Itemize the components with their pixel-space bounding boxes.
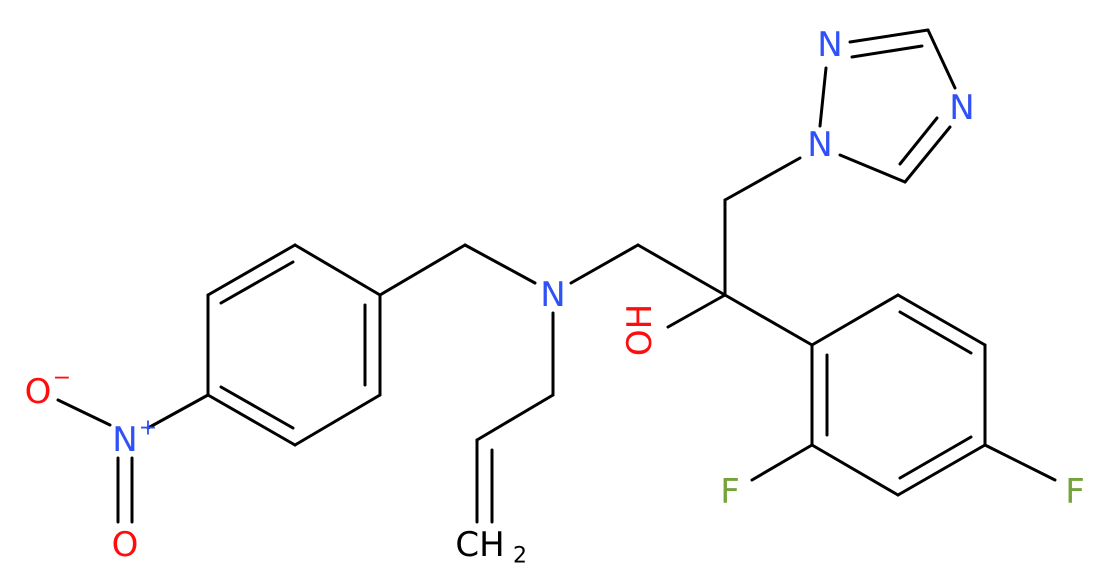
atom-label: N [817, 25, 842, 65]
atom-label: F [720, 472, 740, 512]
subscript: 2 [513, 544, 527, 569]
atom-label: F [1065, 472, 1085, 512]
atom-label: N [807, 125, 832, 165]
atom-label: CH [455, 525, 504, 565]
atom-label: OH [620, 304, 660, 356]
atom-label: O [25, 372, 52, 412]
bonds [56, 28, 1057, 524]
atom-label: N [112, 420, 137, 460]
charge: + [139, 416, 157, 441]
atom-label: O [112, 525, 139, 565]
atom-label: N [949, 88, 974, 128]
atom-label: N [540, 275, 565, 315]
charge: − [53, 366, 71, 391]
